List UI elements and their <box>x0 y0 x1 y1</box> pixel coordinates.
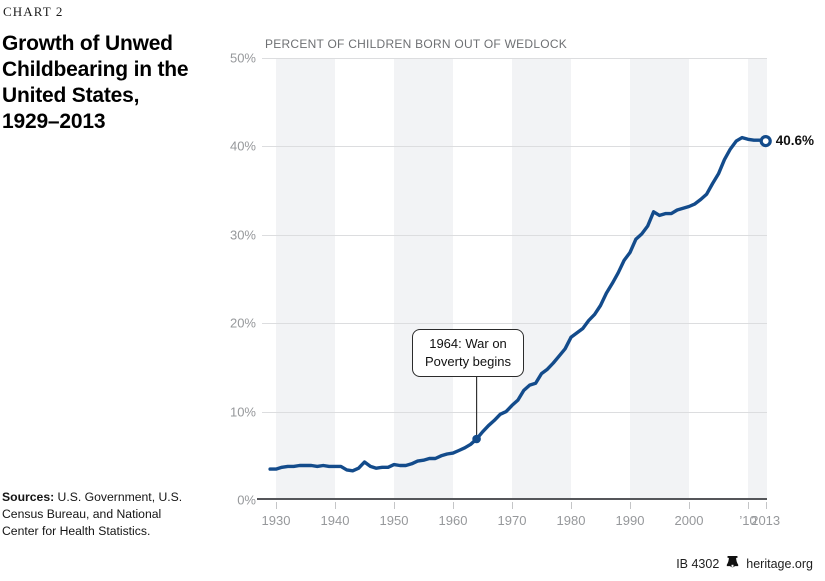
end-value-label: 40.6% <box>775 133 814 149</box>
x-tick <box>511 502 513 509</box>
x-tick <box>765 502 767 509</box>
data-line-layer <box>268 134 772 473</box>
x-tick-label: 1990 <box>615 513 645 528</box>
gridline <box>262 411 767 413</box>
x-tick-label: 1950 <box>379 513 409 528</box>
annotation-text-line: Poverty begins <box>425 353 511 369</box>
annotation-callout: 1964: War on Poverty begins <box>412 329 524 378</box>
x-tick-label: 2013 <box>751 513 781 528</box>
liberty-bell-icon <box>725 556 740 572</box>
y-axis-label: 50% <box>229 50 256 66</box>
annotation-text-line: 1964: War on <box>429 336 507 351</box>
site-label: heritage.org <box>746 557 813 571</box>
y-axis: 0% 10% 20% 30% 40% 50% <box>0 51 256 508</box>
gridline <box>262 323 767 325</box>
x-axis-line <box>257 498 767 500</box>
chart-subtitle: PERCENT OF CHILDREN BORN OUT OF WEDLOCK <box>265 37 568 51</box>
decade-band <box>629 58 689 500</box>
x-tick <box>452 502 454 509</box>
gridline <box>262 234 767 236</box>
x-tick <box>748 502 749 509</box>
chart-title: Growth of Unwed Childbearing in the Unit… <box>2 31 189 135</box>
gridline <box>262 58 767 59</box>
decade-band <box>275 58 335 500</box>
x-tick-label: 2000 <box>674 513 704 528</box>
decade-band <box>748 58 767 500</box>
title-line: United States, <box>2 84 140 108</box>
x-tick-label: 1960 <box>438 513 468 528</box>
footer: IB 4302 heritage.org <box>676 556 813 572</box>
x-tick <box>275 502 277 509</box>
plot-area <box>262 58 772 500</box>
y-axis-label: 40% <box>229 138 256 154</box>
x-tick-label: ’10 <box>739 513 757 528</box>
sources-label: Sources: <box>2 490 55 504</box>
title-line: Growth of Unwed <box>2 32 173 55</box>
y-axis-label: 0% <box>237 492 256 508</box>
x-tick-label: 1940 <box>320 513 350 528</box>
y-axis-label: 30% <box>229 227 256 243</box>
x-tick <box>393 502 395 509</box>
y-axis-label: 20% <box>229 315 256 331</box>
y-axis-label: 10% <box>229 404 256 420</box>
sources-note: Sources: U.S. Government, U.S. Census Bu… <box>2 489 186 540</box>
x-axis: 1930 1940 1950 1960 1970 1980 1990 2000 ’10 2013 <box>261 500 780 540</box>
annotation-point <box>472 434 481 444</box>
decade-band <box>393 58 453 500</box>
x-tick <box>334 502 336 509</box>
chart-kicker: CHART 2 <box>3 4 64 19</box>
decade-band <box>511 58 571 500</box>
trend-line <box>268 135 768 473</box>
x-tick <box>570 502 572 509</box>
x-tick-label: 1970 <box>497 513 527 528</box>
report-id: IB 4302 <box>676 557 720 571</box>
title-line: Childbearing in the <box>2 58 189 82</box>
gridline <box>262 146 767 148</box>
x-tick-label: 1930 <box>261 513 291 528</box>
title-line: 1929–2013 <box>2 110 106 134</box>
x-tick-label: 1980 <box>556 513 586 528</box>
end-point-marker <box>759 134 772 148</box>
x-tick <box>688 502 690 509</box>
sources-text: U.S. Government, U.S. Census Bureau, and… <box>2 490 183 539</box>
x-tick <box>629 502 631 509</box>
